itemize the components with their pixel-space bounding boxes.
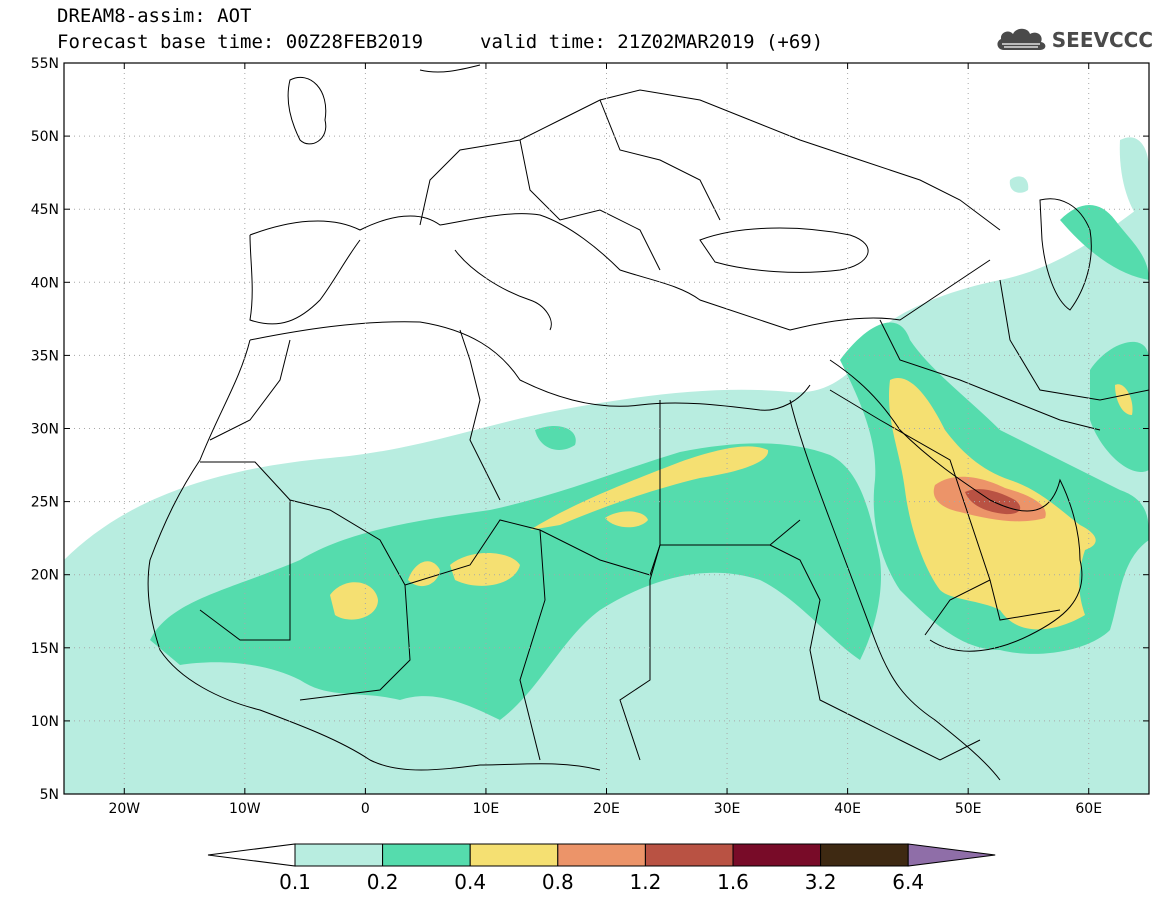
border-europe-4: [749, 119, 1001, 231]
colorbar-label: 1.2: [629, 870, 661, 894]
aot-band-0.4-0.8-algeria: [408, 561, 440, 587]
colorbar-segment: [644, 843, 734, 867]
border-sahara-2: [299, 584, 411, 701]
border-sahara-4: [619, 400, 661, 761]
aot-band-0.4-0.8-chad: [450, 552, 520, 586]
border-europe-2: [519, 139, 661, 271]
border-algeria-morocco: [209, 339, 291, 441]
coastline-caspian: [1039, 198, 1092, 311]
aot-band-0.4-0.8-tunisia: [605, 511, 648, 528]
coastline-uk: [287, 76, 327, 145]
colorbar-segment: [382, 843, 471, 867]
colorbar-arrow-low: [207, 843, 296, 867]
border-sahara-3: [519, 529, 546, 761]
coastline-red-sea: [789, 399, 1001, 781]
lat-tick-label: 55N: [31, 56, 59, 72]
lat-tick-label: 30N: [31, 422, 59, 438]
lat-tick-label: 35N: [31, 348, 59, 364]
aot-band-0.4-0.8-caspian: [1115, 384, 1133, 415]
border-arabia-2: [989, 579, 1061, 621]
aot-band-0.1-0.2-north: [1009, 176, 1029, 193]
colorbar-segment: [732, 843, 822, 867]
border-africa-south: [769, 544, 861, 721]
coastline-italy: [454, 249, 552, 331]
lon-tick-label: 60E: [1075, 801, 1102, 817]
lon-tick-label: 20W: [108, 801, 140, 817]
colorbar-label: 0.1: [279, 870, 311, 894]
axis-ticks: 20W 10W 0 10E 20E 30E 40E 50E 60E 55N 50N 45N 40N 35N…: [31, 56, 1149, 817]
colorbar-label: 1.6: [717, 870, 749, 894]
coastline-west-africa: [147, 339, 601, 771]
aot-field: [64, 137, 1149, 794]
map-title: DREAM8-assim: AOT: [57, 5, 252, 27]
colorbar-arrow-high: [907, 843, 996, 867]
coastline-scandinavia: [419, 64, 481, 73]
lon-tick-label: 50E: [955, 801, 982, 817]
lon-tick-label: 10W: [229, 801, 261, 817]
border-mideast-2: [999, 279, 1150, 401]
aot-band-0.2-0.4: [150, 443, 881, 720]
lat-tick-label: 45N: [31, 202, 59, 218]
cloud-icon: [997, 28, 1046, 50]
lat-tick-label: 10N: [31, 714, 59, 730]
colorbar-segment: [557, 843, 646, 867]
colorbar-label: 3.2: [805, 870, 837, 894]
colorbar-label: 0.4: [454, 870, 486, 894]
colorbar-segment: [294, 843, 384, 867]
lat-tick-label: 15N: [31, 641, 59, 657]
border-mali: [199, 500, 291, 641]
border-libya-egypt: [459, 329, 501, 501]
colorbar: 0.1 0.2 0.4 0.8 1.2 1.6 3.2 6.4: [207, 843, 996, 894]
border-arabia-1: [829, 389, 991, 636]
border-europe-1: [419, 89, 751, 226]
coastline-black-sea: [699, 227, 869, 273]
coastline-north-africa: [249, 321, 811, 411]
aot-band-0.1-0.2-east: [1119, 137, 1149, 230]
coastline-europe: [249, 213, 991, 331]
lon-tick-label: 30E: [714, 801, 741, 817]
aot-band-0.2-0.4-libya: [535, 425, 576, 450]
forecast-base-time: Forecast base time: 00Z28FEB2019: [57, 31, 424, 53]
colorbar-label: 0.2: [367, 870, 399, 894]
lat-tick-label: 50N: [31, 129, 59, 145]
coastline-iberia: [249, 234, 361, 325]
lat-tick-label: 40N: [31, 275, 59, 291]
border-mideast-1: [879, 319, 1101, 431]
aot-band-0.2-0.4-iran: [1090, 341, 1149, 472]
coastline-arabia: [829, 359, 1083, 652]
logo-text: SEEVCCC: [1051, 28, 1153, 52]
lon-tick-label: 10E: [473, 801, 500, 817]
lat-tick-label: 25N: [31, 495, 59, 511]
lon-tick-label: 0: [361, 801, 370, 817]
colorbar-label: 0.8: [542, 870, 574, 894]
borders: [147, 64, 1150, 781]
colorbar-label: 6.4: [892, 870, 924, 894]
aot-band-0.4-0.8-niger: [330, 582, 378, 620]
border-europe-3: [599, 99, 721, 221]
lon-tick-label: 20E: [593, 801, 620, 817]
border-ethiopia: [859, 719, 981, 761]
seevccc-logo: SEEVCCC: [994, 26, 1153, 54]
aot-band-0.2-0.4-northeast: [1060, 205, 1149, 280]
lon-tick-label: 40E: [834, 801, 861, 817]
colorbar-segment: [820, 843, 909, 867]
colorbar-segment: [469, 843, 559, 867]
aot-band-0.4-0.8-sahara: [530, 446, 769, 530]
lat-tick-label: 5N: [40, 787, 59, 803]
lat-tick-label: 20N: [31, 568, 59, 584]
valid-time: valid time: 21Z02MAR2019 (+69): [480, 31, 824, 53]
